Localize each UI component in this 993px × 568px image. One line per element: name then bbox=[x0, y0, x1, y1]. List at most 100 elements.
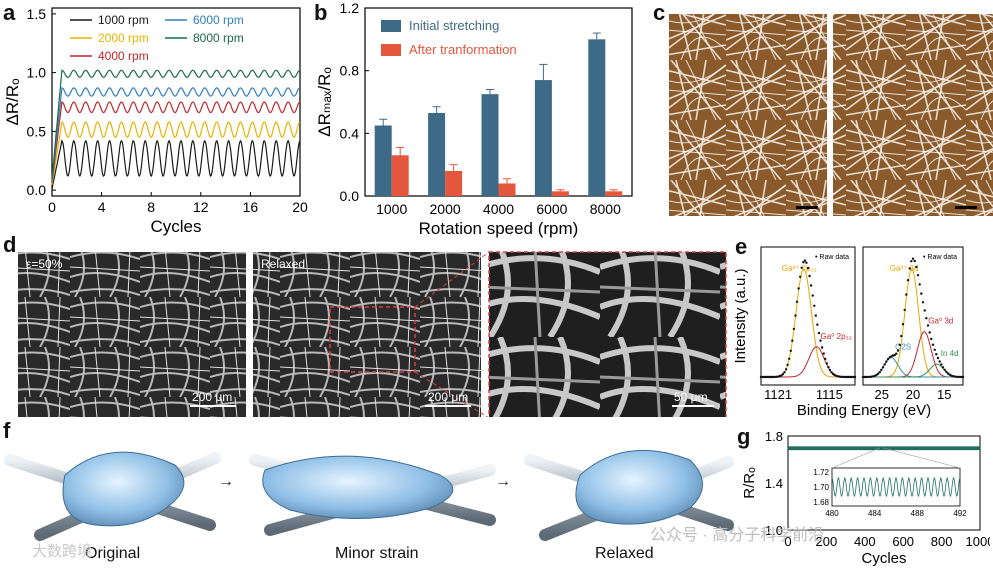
raw-data-point-e bbox=[921, 301, 925, 304]
raw-data-point-e bbox=[819, 339, 822, 342]
raw-data-point-e bbox=[803, 259, 807, 262]
raw-data-point-e bbox=[783, 371, 786, 374]
xtick-label-e: 1115 bbox=[816, 387, 843, 402]
raw-data-point-e bbox=[791, 339, 794, 342]
raw-data-point-e bbox=[960, 375, 963, 379]
raw-data-point-e bbox=[915, 265, 918, 269]
inset-frame-g bbox=[831, 467, 961, 507]
scale-text-d-right: 50 μm bbox=[674, 390, 708, 404]
plot-frame-e bbox=[760, 246, 856, 386]
raw-data-point-e bbox=[943, 368, 946, 371]
scale-text-d-left: 200 μm bbox=[192, 390, 233, 404]
series-line-a bbox=[51, 139, 301, 189]
raw-data-point-e bbox=[940, 363, 943, 366]
peak-label-e: Ga⁰ 2p₃₂ bbox=[821, 332, 852, 341]
bar-b bbox=[551, 191, 569, 196]
raw-data-point-e bbox=[813, 304, 816, 307]
series-line-a bbox=[51, 101, 301, 183]
raw-data-point-e bbox=[920, 292, 923, 295]
bar-b bbox=[391, 155, 409, 196]
raw-data-point-e bbox=[896, 349, 900, 352]
panel-letter-e: e bbox=[735, 234, 748, 259]
raw-data-point-e bbox=[895, 352, 898, 355]
legend-swatch-b bbox=[381, 44, 401, 56]
peak-label-e: Ga³⁺ 2p₃₂ bbox=[782, 264, 817, 273]
fiber-image-left bbox=[669, 14, 827, 216]
panel-letter-d: d bbox=[3, 232, 17, 257]
xlabel-b: Rotation speed (rpm) bbox=[419, 219, 579, 238]
bar-b bbox=[605, 191, 623, 196]
xtick-label-a: 12 bbox=[193, 199, 209, 215]
inset-xtick-g: 492 bbox=[953, 509, 967, 518]
scale-bar-right bbox=[955, 206, 977, 209]
raw-data-point-e bbox=[795, 300, 799, 303]
xtick-label-g: 600 bbox=[892, 534, 914, 549]
series-line-a bbox=[51, 120, 301, 185]
arrow-2: → bbox=[495, 473, 511, 490]
sem-image-zoom bbox=[488, 251, 727, 417]
bar-b bbox=[374, 125, 392, 196]
raw-data-point-e bbox=[817, 331, 821, 335]
sem-label-strain: ε=50% bbox=[26, 257, 63, 271]
bar-b bbox=[534, 80, 552, 196]
watermark-right: 公众号 · 高分子科学前沿 bbox=[650, 527, 825, 544]
ytick-label-b: 0.4 bbox=[340, 125, 360, 141]
raw-data-point-e bbox=[925, 317, 928, 320]
raw-data-point-e bbox=[931, 343, 935, 346]
xtick-label-e: 25 bbox=[875, 387, 889, 402]
arrow-1: → bbox=[218, 473, 234, 490]
raw-data-point-e bbox=[788, 357, 791, 360]
xtick-label-b: 4000 bbox=[483, 201, 514, 217]
raw-data-point-e bbox=[956, 375, 960, 379]
raw-data-point-e bbox=[886, 358, 890, 361]
bar-b bbox=[445, 170, 463, 196]
bar-b bbox=[428, 112, 446, 196]
raw-data-point-e bbox=[827, 365, 830, 369]
caption-original: Original bbox=[85, 545, 141, 562]
inset-ytick-g: 1.72 bbox=[813, 468, 829, 477]
raw-data-point-e bbox=[926, 324, 930, 327]
bar-b bbox=[498, 183, 516, 196]
raw-data-point-e bbox=[875, 373, 878, 377]
raw-data-point-e bbox=[933, 348, 936, 351]
chart-g-long-cycling: 0 200 400 600 800 1000 1.0 1.4 1.8 Cycles R/Rₒ 480 4… bbox=[741, 429, 990, 567]
raw-data-point-e bbox=[936, 356, 940, 360]
raw-data-point-e bbox=[828, 368, 832, 372]
legend-label-a: 8000 rpm bbox=[193, 31, 244, 45]
raw-data-point-e bbox=[916, 274, 920, 277]
ytick-label-b: 0.0 bbox=[340, 188, 360, 204]
sem-label-relaxed: Relaxed bbox=[261, 257, 306, 271]
raw-data-point-e bbox=[900, 334, 903, 338]
raw-data-point-e bbox=[820, 346, 824, 349]
sem-image-relaxed bbox=[253, 252, 481, 417]
chart-e-xps-spectra: Intensity (a.u.) Binding Energy (eV) • Raw… bbox=[735, 246, 965, 418]
scale-bar-left bbox=[796, 206, 818, 209]
scale-bar-d-right bbox=[672, 405, 714, 407]
xtick-label-g: 0 bbox=[784, 534, 791, 549]
xtick-label-e: 15 bbox=[937, 387, 951, 402]
inset-ytick-g: 1.68 bbox=[813, 498, 829, 507]
legend-swatch-b bbox=[381, 20, 401, 32]
raw-data-point-e bbox=[941, 366, 945, 369]
legend-label-b: After tranformation bbox=[409, 42, 517, 57]
peak-label-e: Ga⁰ 3d bbox=[928, 317, 953, 326]
xtick-label-a: 16 bbox=[243, 199, 259, 215]
ytick-label-b: 0.8 bbox=[340, 63, 360, 79]
raw-data-point-e bbox=[806, 266, 810, 270]
ylabel-g: R/Rₒ bbox=[741, 467, 758, 499]
panel-letter-c: c bbox=[653, 0, 666, 25]
ytick-label-a: 0.5 bbox=[27, 123, 47, 139]
raw-data-point-e bbox=[811, 294, 814, 297]
xtick-label-a: 0 bbox=[48, 199, 56, 215]
xtick-label-a: 8 bbox=[147, 199, 155, 215]
raw-data-point-e bbox=[822, 352, 825, 355]
panel-letter-a: a bbox=[3, 0, 16, 25]
scale-bar-d-mid bbox=[425, 405, 471, 407]
raw-data-point-e bbox=[908, 267, 911, 270]
xtick-label-b: 2000 bbox=[430, 201, 461, 217]
xtick-label-g: 200 bbox=[816, 534, 838, 549]
peak-label-e: In 4d bbox=[941, 349, 959, 358]
caption-minor-strain: Minor strain bbox=[335, 545, 419, 562]
render-minor-strain bbox=[249, 454, 496, 536]
ylabel-a: ΔR/Rₒ bbox=[3, 78, 22, 125]
